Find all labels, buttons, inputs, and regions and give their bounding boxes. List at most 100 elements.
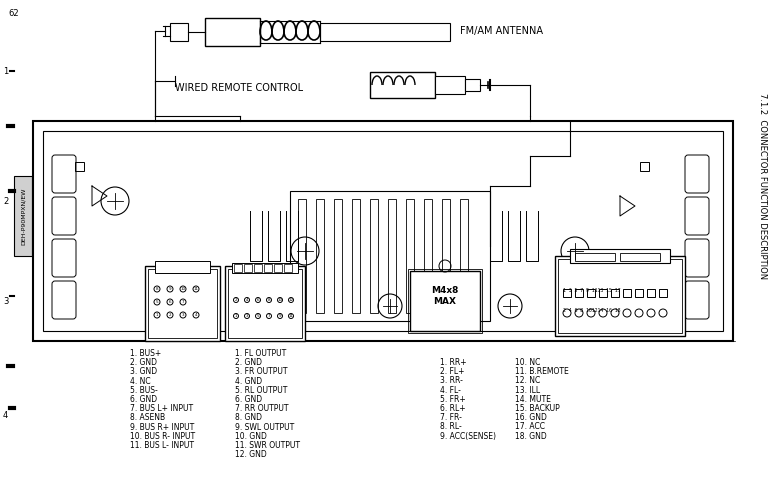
Bar bbox=[410, 271, 480, 331]
Text: 6: 6 bbox=[257, 298, 260, 302]
Text: 10. BUS R- INPUT: 10. BUS R- INPUT bbox=[130, 432, 195, 441]
Text: 3: 3 bbox=[246, 314, 248, 318]
Text: 4. NC: 4. NC bbox=[130, 376, 151, 385]
Bar bbox=[254, 264, 262, 272]
Text: 1. FL OUTPUT: 1. FL OUTPUT bbox=[235, 349, 286, 358]
Bar bbox=[611, 289, 619, 297]
Text: 16. GND: 16. GND bbox=[515, 413, 547, 422]
Text: 5. FR+: 5. FR+ bbox=[440, 395, 465, 404]
Text: 12. GND: 12. GND bbox=[235, 450, 266, 459]
Text: 6. GND: 6. GND bbox=[235, 395, 262, 404]
Text: 1. BUS+: 1. BUS+ bbox=[130, 349, 161, 358]
Bar bbox=[465, 79, 480, 91]
Text: 7. BUS L+ INPUT: 7. BUS L+ INPUT bbox=[130, 404, 193, 413]
Bar bbox=[352, 199, 360, 313]
Text: 12: 12 bbox=[289, 298, 293, 302]
Bar bbox=[274, 264, 282, 272]
Text: 2. FL+: 2. FL+ bbox=[440, 367, 465, 376]
Text: 10: 10 bbox=[180, 287, 186, 291]
Bar bbox=[635, 289, 643, 297]
Bar bbox=[555, 256, 685, 336]
Text: 7. FR-: 7. FR- bbox=[440, 413, 462, 422]
Text: 10. GND: 10. GND bbox=[235, 432, 266, 441]
Text: 4: 4 bbox=[246, 298, 248, 302]
Bar bbox=[620, 253, 660, 261]
Text: 2: 2 bbox=[169, 313, 171, 317]
Text: 2: 2 bbox=[3, 196, 8, 205]
Text: 8. GND: 8. GND bbox=[235, 413, 262, 423]
Text: 10: 10 bbox=[277, 298, 283, 302]
Bar bbox=[170, 23, 188, 41]
Text: M4x8
MAX: M4x8 MAX bbox=[432, 286, 458, 307]
Bar bbox=[205, 18, 260, 46]
Bar bbox=[460, 199, 468, 313]
Bar bbox=[647, 289, 655, 297]
Text: 11. B.REMOTE: 11. B.REMOTE bbox=[515, 367, 569, 376]
Text: 5. RL OUTPUT: 5. RL OUTPUT bbox=[235, 386, 287, 395]
Text: 4. GND: 4. GND bbox=[235, 376, 262, 385]
Text: 2. GND: 2. GND bbox=[130, 358, 157, 367]
Text: 2 4 6 8 101214 16 18: 2 4 6 8 101214 16 18 bbox=[563, 309, 621, 313]
Bar bbox=[234, 264, 242, 272]
Text: WIRED REMOTE CONTROL: WIRED REMOTE CONTROL bbox=[175, 83, 303, 93]
Text: 9. BUS R+ INPUT: 9. BUS R+ INPUT bbox=[130, 423, 194, 432]
Text: 8: 8 bbox=[156, 287, 158, 291]
Bar bbox=[587, 289, 595, 297]
Text: 1 3 5 7 9 1113 15 17: 1 3 5 7 9 1113 15 17 bbox=[563, 289, 621, 294]
Text: 3: 3 bbox=[3, 297, 8, 306]
Bar bbox=[659, 289, 667, 297]
Bar bbox=[298, 199, 306, 313]
Bar bbox=[640, 162, 649, 171]
Text: 9. SWL OUTPUT: 9. SWL OUTPUT bbox=[235, 423, 294, 432]
Bar bbox=[284, 264, 292, 272]
Text: 1: 1 bbox=[3, 66, 8, 75]
Text: 4: 4 bbox=[3, 412, 8, 421]
Text: 3. FR OUTPUT: 3. FR OUTPUT bbox=[235, 368, 287, 376]
Bar bbox=[408, 269, 482, 333]
Text: 3: 3 bbox=[182, 313, 184, 317]
Text: 6: 6 bbox=[169, 300, 171, 304]
Text: 11: 11 bbox=[289, 314, 293, 318]
Bar bbox=[334, 199, 342, 313]
Text: 10. NC: 10. NC bbox=[515, 358, 541, 367]
Text: 7: 7 bbox=[182, 300, 184, 304]
Text: 6. RL+: 6. RL+ bbox=[440, 404, 465, 413]
Text: 8: 8 bbox=[268, 298, 270, 302]
Text: 18. GND: 18. GND bbox=[515, 432, 547, 440]
Text: 11: 11 bbox=[194, 287, 198, 291]
Text: 2: 2 bbox=[235, 298, 237, 302]
Text: 15. BACKUP: 15. BACKUP bbox=[515, 404, 560, 413]
Text: 13. ILL: 13. ILL bbox=[515, 385, 540, 395]
Bar bbox=[623, 289, 631, 297]
Text: 4: 4 bbox=[195, 313, 197, 317]
Bar bbox=[320, 23, 450, 41]
Text: 5: 5 bbox=[257, 314, 260, 318]
Text: 6. GND: 6. GND bbox=[130, 395, 157, 404]
Text: 7. RR OUTPUT: 7. RR OUTPUT bbox=[235, 404, 289, 413]
Text: 11. BUS L- INPUT: 11. BUS L- INPUT bbox=[130, 441, 194, 450]
Text: 7.1.2  CONNECTOR FUNCTION DESCRIPTION: 7.1.2 CONNECTOR FUNCTION DESCRIPTION bbox=[757, 93, 766, 279]
Bar bbox=[575, 253, 615, 261]
Bar bbox=[406, 199, 414, 313]
Bar bbox=[442, 199, 450, 313]
Text: 4. FL-: 4. FL- bbox=[440, 385, 461, 395]
Text: 14. MUTE: 14. MUTE bbox=[515, 395, 551, 404]
Bar bbox=[244, 264, 252, 272]
Text: 7: 7 bbox=[268, 314, 270, 318]
Text: 2. GND: 2. GND bbox=[235, 358, 262, 367]
Text: 8. ASENB: 8. ASENB bbox=[130, 413, 165, 423]
Text: 1: 1 bbox=[235, 314, 237, 318]
Bar bbox=[225, 266, 305, 341]
Text: 5: 5 bbox=[156, 300, 158, 304]
Text: 12. NC: 12. NC bbox=[515, 376, 540, 385]
Bar bbox=[232, 263, 298, 273]
Bar bbox=[599, 289, 607, 297]
Bar bbox=[370, 199, 378, 313]
Bar bbox=[290, 191, 490, 321]
Text: 1. RR+: 1. RR+ bbox=[440, 358, 467, 367]
Text: FM/AM ANTENNA: FM/AM ANTENNA bbox=[460, 26, 543, 36]
Bar bbox=[155, 261, 210, 273]
Bar bbox=[424, 199, 432, 313]
Text: 3. RR-: 3. RR- bbox=[440, 376, 463, 385]
Bar bbox=[575, 289, 583, 297]
